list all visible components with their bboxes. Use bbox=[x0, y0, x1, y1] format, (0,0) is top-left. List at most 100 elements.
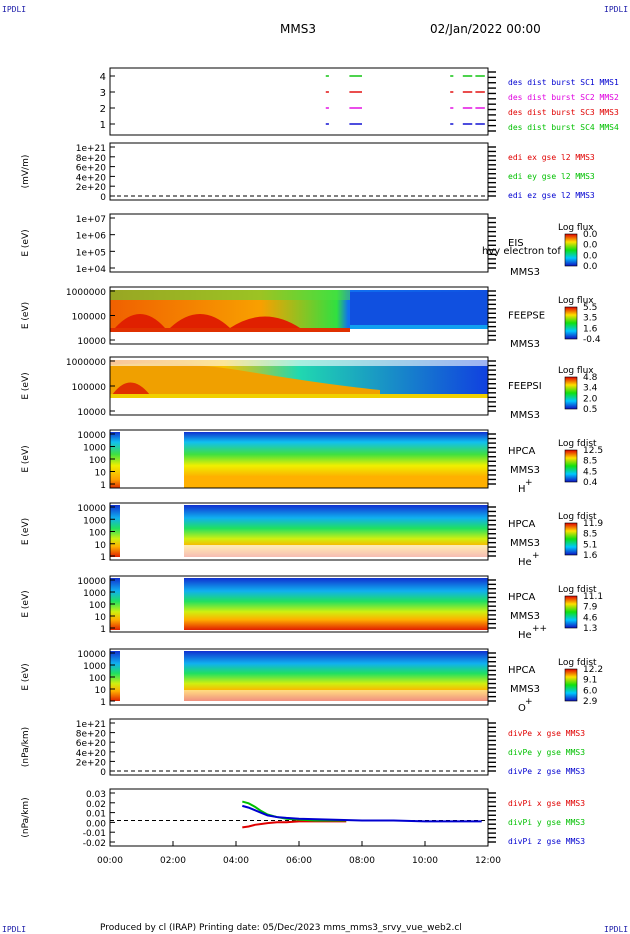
feepse-colorbar-tick: 3.5 bbox=[583, 314, 597, 324]
x-tick-label: 00:00 bbox=[97, 856, 123, 866]
divpi-y-axis-label: (nPa/km) bbox=[21, 797, 31, 837]
hpca_he2-instrument-label: HPCA bbox=[508, 592, 536, 603]
burst-legend-entry: des dist burst SC2 MMS2 bbox=[508, 93, 619, 102]
divpi-y-tick-label: 0.03 bbox=[86, 790, 106, 800]
hpca_h-y-tick-label: 100 bbox=[89, 456, 106, 466]
eis-colorbar bbox=[564, 233, 578, 267]
edi-y-tick-label: 8e+20 bbox=[76, 154, 107, 164]
feepsi-colorbar-title: Log flux bbox=[558, 366, 594, 376]
feepse-instrument-label: FEEPSE bbox=[508, 311, 545, 322]
feepsi-instrument-label: FEEPSI bbox=[508, 381, 542, 392]
divpe-legend-entry: divPe y gse MMS3 bbox=[508, 748, 585, 757]
divpe-y-tick-label: 8e+20 bbox=[76, 730, 107, 740]
feepse-spacecraft-label: MMS3 bbox=[510, 339, 540, 350]
hpca_o-colorbar-tick: 9.1 bbox=[583, 676, 597, 686]
eis-instrument-label: EIS bbox=[508, 238, 524, 249]
footer-credit: Produced by cl (IRAP) Printing date: 05/… bbox=[100, 923, 462, 933]
eis-y-tick-label: 1e+04 bbox=[76, 265, 107, 275]
hpca_he2-colorbar bbox=[564, 595, 578, 629]
eis-colorbar-tick: 0.0 bbox=[583, 230, 598, 240]
hpca_o-colorbar-title: Log fdist bbox=[558, 658, 597, 668]
hpca_he2-species-charge: ++ bbox=[532, 624, 547, 634]
feepsi-colorbar-tick: 4.8 bbox=[583, 373, 598, 383]
edi-y-tick-label: 6e+20 bbox=[76, 164, 107, 174]
divpi-y-tick-label: 0.01 bbox=[86, 810, 106, 820]
hpca_o-y-tick-label: 100 bbox=[89, 674, 106, 684]
eis-overlay-label: hvy electron tof bbox=[482, 246, 561, 257]
x-tick-label: 08:00 bbox=[349, 856, 375, 866]
burst-legend-entry: des dist burst SC1 MMS1 bbox=[508, 78, 619, 87]
hpca_he2-y-tick-label: 10 bbox=[95, 613, 107, 623]
hpca_h-y-tick-label: 10000 bbox=[77, 431, 106, 441]
hpca_he-y-tick-label: 1000 bbox=[83, 516, 106, 526]
eis-frame bbox=[109, 213, 489, 273]
feepse-colorbar-tick: -0.4 bbox=[583, 335, 601, 345]
hpca_o-colorbar bbox=[564, 668, 578, 702]
hpca_he-y-tick-label: 100 bbox=[89, 529, 106, 539]
hpca_he-colorbar-tick: 8.5 bbox=[583, 530, 597, 540]
hpca_he2-species-label: He bbox=[518, 630, 532, 641]
feepsi-y-tick-label: 100000 bbox=[72, 383, 107, 393]
hpca_he2-colorbar-title: Log fdist bbox=[558, 585, 597, 595]
feepse-colorbar-tick: 5.5 bbox=[583, 303, 597, 313]
hpca_h-colorbar-tick: 12.5 bbox=[583, 446, 603, 456]
x-tick-label: 02:00 bbox=[160, 856, 186, 866]
edi-legend-entry: edi ey gse l2 MMS3 bbox=[508, 172, 595, 181]
hpca_he2-colorbar-tick: 1.3 bbox=[583, 624, 597, 634]
hpca_h-instrument-label: HPCA bbox=[508, 446, 536, 457]
hpca_h-spacecraft-label: MMS3 bbox=[510, 465, 540, 476]
burst-legend-entry: des dist burst SC4 MMS4 bbox=[508, 123, 619, 132]
feepsi-colorbar-tick: 3.4 bbox=[583, 384, 598, 394]
eis-y-axis-label: E (eV) bbox=[21, 229, 31, 256]
hpca_he2-y-tick-label: 1000 bbox=[83, 589, 106, 599]
hpca_he-colorbar-tick: 11.9 bbox=[583, 519, 603, 529]
divpe-legend-entry: divPe z gse MMS3 bbox=[508, 767, 585, 776]
hpca_he2-y-tick-label: 100 bbox=[89, 601, 106, 611]
hpca_he2-y-tick-label: 1 bbox=[100, 625, 106, 635]
burst-y-tick-label: 4 bbox=[100, 72, 106, 83]
hpca_o-y-tick-label: 10000 bbox=[77, 650, 106, 660]
divpe-frame bbox=[109, 718, 489, 776]
feepse-colorbar-tick: 1.6 bbox=[583, 324, 598, 334]
burst-frame bbox=[109, 67, 489, 136]
x-tick-label: 10:00 bbox=[412, 856, 438, 866]
hpca_h-y-tick-label: 1 bbox=[100, 481, 106, 491]
divpi-legend-entry: divPi z gse MMS3 bbox=[508, 837, 585, 846]
feepsi-colorbar bbox=[564, 376, 578, 410]
edi-y-tick-label: 4e+20 bbox=[76, 173, 107, 183]
divpe-y-tick-label: 1e+21 bbox=[76, 720, 106, 730]
hpca_he-instrument-label: HPCA bbox=[508, 519, 536, 530]
hpca_o-species-label: O bbox=[518, 703, 526, 714]
hpca_o-colorbar-tick: 6.0 bbox=[583, 686, 598, 696]
hpca_he-y-tick-label: 10 bbox=[95, 541, 107, 551]
eis-colorbar-tick: 0.0 bbox=[583, 241, 598, 251]
divpi-legend-entry: divPi x gse MMS3 bbox=[508, 799, 585, 808]
hpca_o-colorbar-tick: 12.2 bbox=[583, 665, 603, 675]
hpca_h-species-charge: + bbox=[525, 478, 533, 488]
feepsi-colorbar-tick: 0.5 bbox=[583, 405, 597, 415]
edi-y-tick-label: 2e+20 bbox=[76, 183, 107, 193]
hpca_h-y-tick-label: 10 bbox=[95, 469, 107, 479]
hpca_he-spacecraft-label: MMS3 bbox=[510, 538, 540, 549]
hpca_o-instrument-label: HPCA bbox=[508, 665, 536, 676]
hpca_o-species-charge: + bbox=[525, 697, 533, 707]
hpca_he2-colorbar-tick: 11.1 bbox=[583, 592, 603, 602]
divpe-y-tick-label: 6e+20 bbox=[76, 739, 107, 749]
corner-label-tr: IPDLI bbox=[604, 5, 628, 14]
hpca_h-y-tick-label: 1000 bbox=[83, 444, 106, 454]
edi-y-axis-label: (mV/m) bbox=[21, 155, 31, 189]
hpca_h-colorbar-title: Log fdist bbox=[558, 439, 597, 449]
eis-y-tick-label: 1e+06 bbox=[76, 232, 107, 242]
divpi-legend-entry: divPi y gse MMS3 bbox=[508, 818, 585, 827]
hpca_h-colorbar-tick: 8.5 bbox=[583, 457, 597, 467]
feepsi-y-axis-label: E (eV) bbox=[21, 372, 31, 399]
eis-y-tick-label: 1e+07 bbox=[76, 215, 106, 225]
burst-y-tick-label: 1 bbox=[100, 120, 106, 131]
edi-y-tick-label: 1e+21 bbox=[76, 144, 106, 154]
edi-legend-entry: edi ex gse l2 MMS3 bbox=[508, 153, 595, 162]
hpca_he2-colorbar-tick: 4.6 bbox=[583, 613, 598, 623]
eis-colorbar-tick: 0.0 bbox=[583, 262, 598, 272]
x-tick-label: 04:00 bbox=[223, 856, 249, 866]
hpca_o-colorbar-tick: 2.9 bbox=[583, 697, 598, 707]
